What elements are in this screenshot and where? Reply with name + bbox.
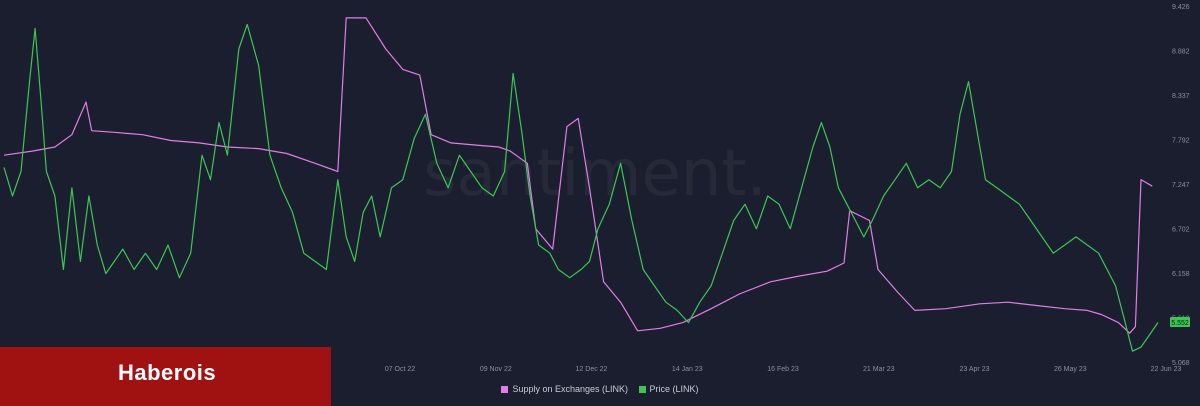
supply-swatch-icon	[501, 386, 509, 393]
brand-box	[0, 347, 331, 406]
current-value-badge	[1170, 317, 1190, 327]
y-tick-label: 5.068	[1172, 360, 1190, 367]
y-tick-label: 8.882	[1172, 49, 1190, 56]
current-value-label: 5.552	[1171, 320, 1189, 327]
x-tick-label: 16 Feb 23	[767, 366, 799, 373]
series-layer	[3, 17, 1159, 352]
x-tick-label: 22 Jun 23	[1151, 366, 1182, 373]
x-tick-label: 26 May 23	[1054, 366, 1087, 373]
legend-item-price[interactable]: Price (LINK)	[638, 384, 699, 394]
watermark: santiment.	[423, 137, 767, 211]
y-tick-label: 7.792	[1172, 138, 1190, 145]
y-tick-label: 6.702	[1172, 227, 1190, 234]
series-line-price	[3, 23, 1159, 352]
y-tick-label: 8.337	[1172, 93, 1190, 100]
x-tick-label: 07 Oct 22	[385, 366, 415, 373]
x-tick-label: 14 Jan 23	[672, 366, 703, 373]
y-tick-label: 6.158	[1172, 271, 1190, 278]
legend-item-supply[interactable]: Supply on Exchanges (LINK)	[501, 384, 628, 394]
y-tick-label: 7.247	[1172, 182, 1190, 189]
y-axis: 9.4268.8828.3377.7927.2476.7026.1585.613…	[1172, 4, 1190, 367]
x-tick-label: 09 Nov 22	[480, 366, 512, 373]
x-tick-label: 12 Dec 22	[576, 366, 608, 373]
x-tick-label: 21 Mar 23	[863, 366, 895, 373]
x-tick-label: 23 Apr 23	[960, 366, 990, 373]
legend-label-price: Price (LINK)	[649, 384, 699, 394]
price-swatch-icon	[638, 386, 646, 393]
legend-label-supply: Supply on Exchanges (LINK)	[512, 384, 629, 394]
series-line-supply	[3, 17, 1153, 334]
y-tick-label: 9.426	[1172, 4, 1190, 11]
legend: Supply on Exchanges (LINK) Price (LINK)	[0, 384, 1200, 394]
brand-name: Haberois	[118, 360, 217, 385]
